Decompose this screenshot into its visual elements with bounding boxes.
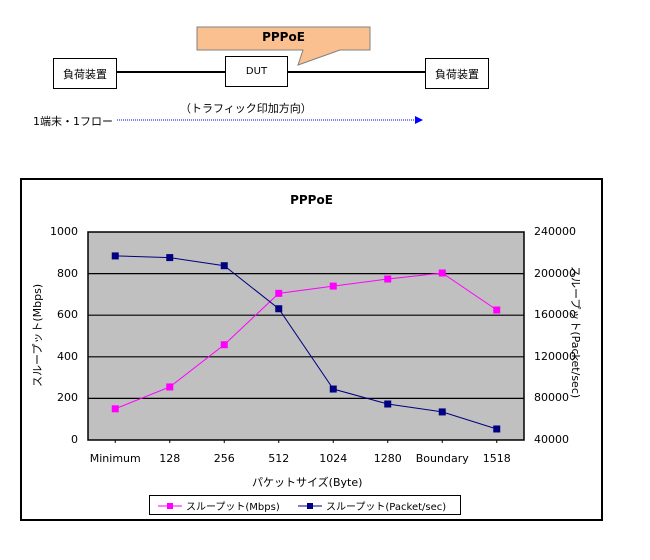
data-point-marker <box>438 408 446 416</box>
data-point-marker <box>275 305 283 313</box>
left-axis-title: スループット(Mbps) <box>31 283 44 387</box>
link-line-left <box>116 71 225 73</box>
right-load-device: 負荷装置 <box>425 58 489 89</box>
left-axis-tick-label: 400 <box>57 349 78 363</box>
left-axis-tick-label: 0 <box>71 433 78 446</box>
data-point-marker <box>166 383 174 391</box>
data-point-marker <box>166 254 174 262</box>
data-point-marker <box>329 282 337 290</box>
callout-bubble <box>196 26 371 66</box>
legend-item-pps: スループット(Packet/sec) <box>298 498 446 513</box>
right-axis-tick-label: 160000 <box>534 308 576 322</box>
chart-legend: スループット(Mbps) スループット(Packet/sec) <box>149 495 461 515</box>
right-axis-tick-label: 200000 <box>534 266 576 280</box>
data-point-marker <box>111 405 119 413</box>
right-axis-tick-label: 80000 <box>534 391 569 405</box>
traffic-direction-arrow <box>117 116 423 124</box>
data-point-marker <box>384 275 392 283</box>
data-point-marker <box>220 341 228 349</box>
data-point-marker <box>493 425 501 433</box>
x-axis-tick-label: 512 <box>268 452 290 465</box>
legend-item-mbps: スループット(Mbps) <box>158 498 280 513</box>
x-axis-tick-label: 1280 <box>373 452 402 465</box>
right-axis-tick-label: 120000 <box>534 349 576 363</box>
x-axis-title: パケットサイズ(Byte) <box>252 476 363 489</box>
callout-label: PPPoE <box>262 30 305 44</box>
legend-label-mbps: スループット(Mbps) <box>186 502 280 513</box>
chart-title: PPPoE <box>290 193 333 207</box>
data-point-marker <box>329 385 337 393</box>
flow-direction-label: （トラフィック印加方向） <box>180 102 312 115</box>
x-axis-tick-label: Boundary <box>415 452 469 465</box>
legend-marker-pps-icon <box>298 502 322 509</box>
legend-marker-mbps-icon <box>158 502 182 509</box>
link-line-right <box>287 71 425 73</box>
plot-background <box>87 231 525 441</box>
x-axis-tick-label: 1518 <box>482 452 511 465</box>
dut-device: DUT <box>225 56 288 87</box>
x-axis-tick-label: 1024 <box>319 452 348 465</box>
data-point-marker <box>493 306 501 314</box>
left-axis-tick-label: 1000 <box>50 225 78 238</box>
flow-type-label: 1端末・1フロー <box>33 115 113 128</box>
data-point-marker <box>111 252 119 260</box>
left-load-device: 負荷装置 <box>53 58 117 89</box>
left-axis-tick-label: 600 <box>57 308 78 322</box>
data-point-marker <box>384 400 392 408</box>
x-axis-tick-label: Minimum <box>89 452 141 465</box>
data-point-marker <box>220 262 228 270</box>
series-line-1 <box>115 255 497 430</box>
right-axis-tick-label: 240000 <box>534 225 576 238</box>
x-axis-tick-label: 256 <box>213 452 235 465</box>
left-axis-tick-label: 800 <box>57 266 78 280</box>
legend-label-pps: スループット(Packet/sec) <box>326 502 447 513</box>
data-point-marker <box>438 269 446 277</box>
data-point-marker <box>275 289 283 297</box>
right-axis-title: スループット(Packet/sec) <box>569 266 582 399</box>
x-axis-tick-label: 128 <box>159 452 181 465</box>
right-axis-tick-label: 40000 <box>534 433 569 446</box>
left-axis-tick-label: 200 <box>57 391 78 405</box>
series-line-0 <box>115 272 498 410</box>
